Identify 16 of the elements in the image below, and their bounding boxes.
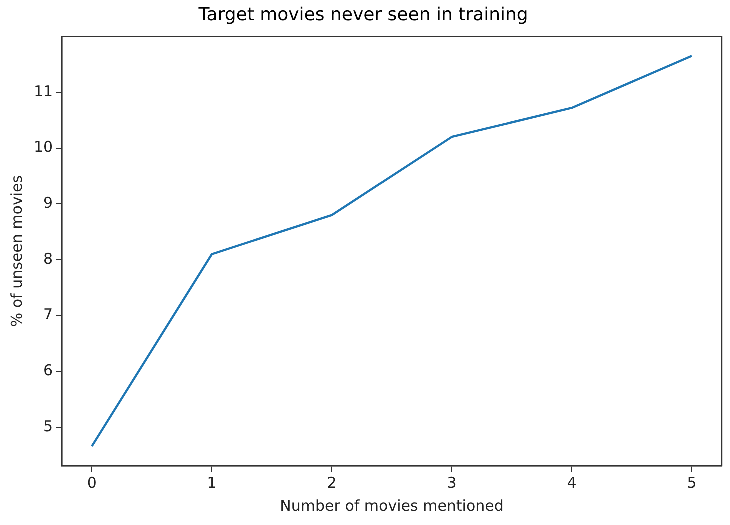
y-tick-label: 10 [34,138,54,156]
x-tick-label: 0 [87,474,97,492]
x-tick-label: 3 [447,474,457,492]
y-tick-label: 7 [44,306,54,324]
y-tick-label: 5 [44,417,54,436]
y-tick-label: 11 [34,82,54,100]
y-axis-title: % of unseen movies [8,175,26,328]
x-tick-label: 2 [327,474,337,492]
chart-title: Target movies never seen in training [198,4,528,26]
y-tick-label: 8 [44,250,54,268]
x-tick-label: 1 [207,474,217,492]
y-tick-label: 6 [44,362,54,380]
x-tick-label: 4 [567,474,577,492]
x-tick-label: 5 [687,474,697,492]
x-axis-title: Number of movies mentioned [280,496,504,515]
y-tick-label: 9 [44,194,54,212]
